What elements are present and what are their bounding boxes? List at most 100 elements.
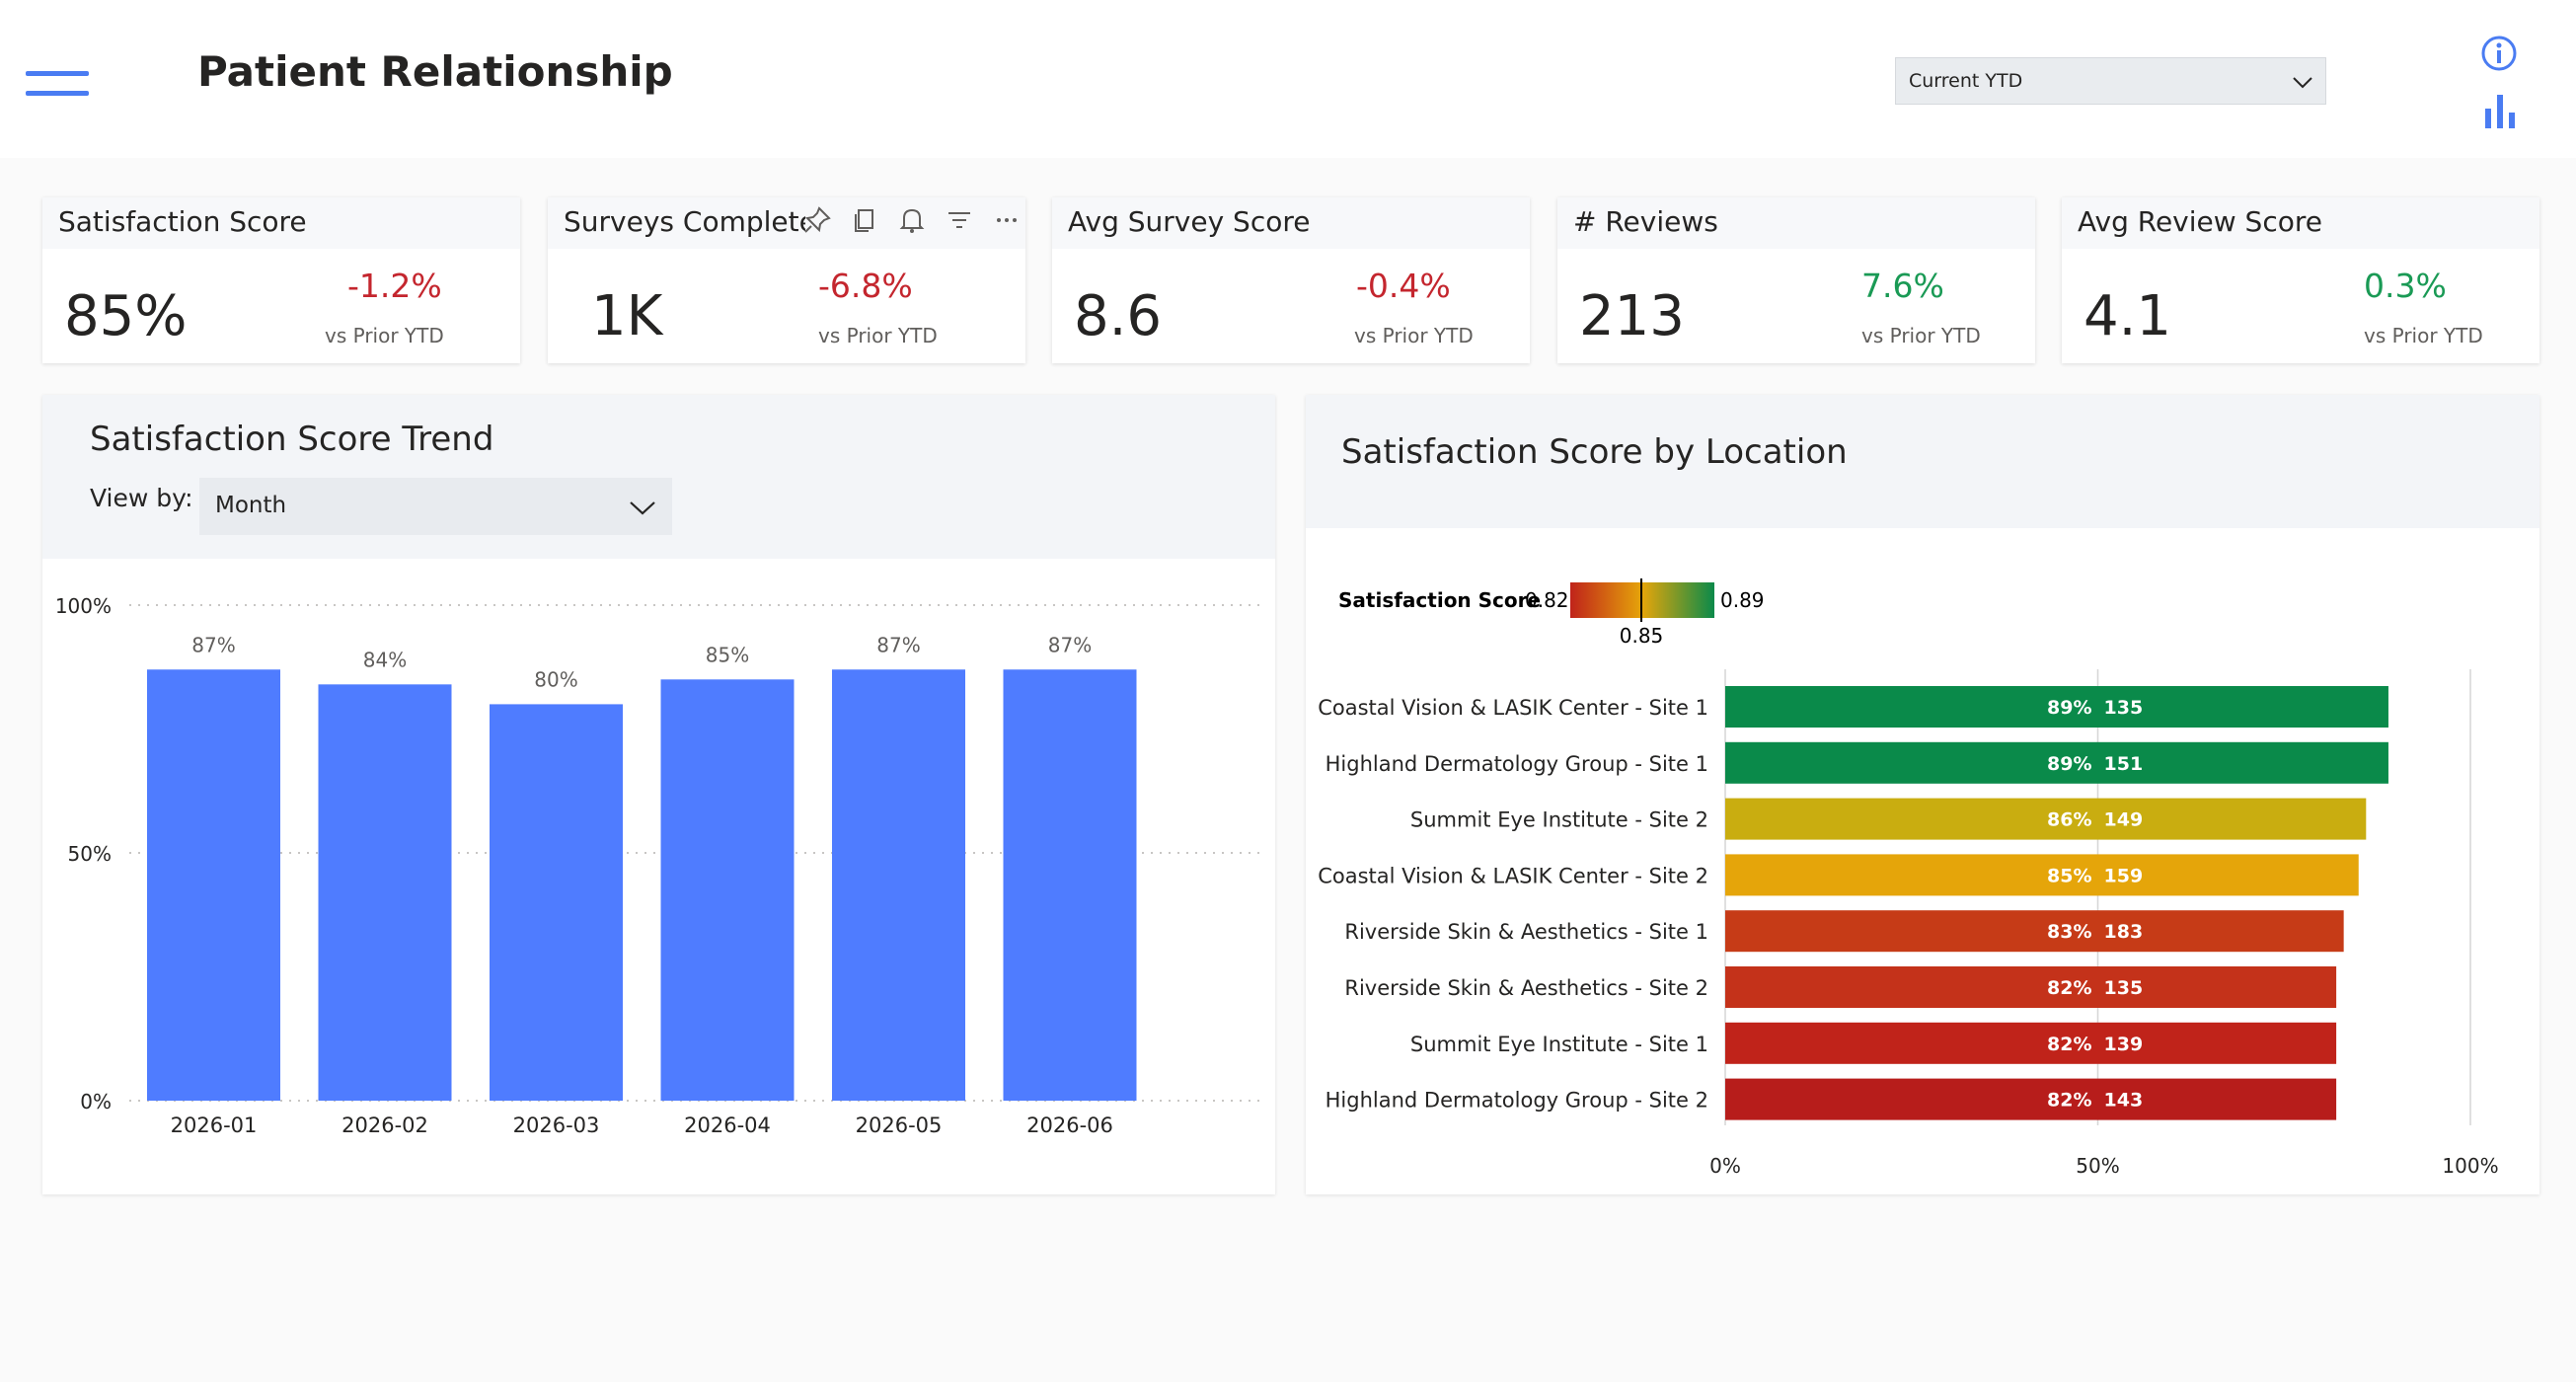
view-by-select[interactable]: Month <box>199 478 672 535</box>
kpi-comparison-note: vs Prior YTD <box>325 324 444 347</box>
location-bar-count-label: 151 <box>2104 753 2144 775</box>
kpi-comparison-note: vs Prior YTD <box>818 324 938 347</box>
trend-bar-data-label: 80% <box>534 667 577 691</box>
visual-header-toolbar <box>790 198 1026 238</box>
kpi-delta: 0.3% <box>2364 267 2447 305</box>
location-bar-count-label: 149 <box>2104 809 2144 831</box>
x-tick-label: 2026-03 <box>513 1113 600 1137</box>
trend-bar[interactable] <box>490 704 623 1101</box>
x-tick-label: 2026-04 <box>684 1113 771 1137</box>
x-tick-label: 0% <box>1709 1154 1741 1178</box>
location-bar-score-label: 89% <box>2047 697 2091 719</box>
x-tick-label: 100% <box>2442 1154 2498 1178</box>
y-tick-label: 50% <box>68 842 112 866</box>
trend-bar-data-label: 87% <box>191 633 235 656</box>
location-panel-title: Satisfaction Score by Location <box>1341 432 1848 472</box>
location-category-label: Riverside Skin & Aesthetics - Site 2 <box>1344 976 1708 1000</box>
kpi-title: # Reviews <box>1573 205 1718 238</box>
location-bar-count-label: 135 <box>2104 697 2144 719</box>
x-tick-label: 2026-02 <box>341 1113 428 1137</box>
kpi-card-header <box>1052 197 1530 249</box>
trend-bar-data-label: 84% <box>363 648 407 671</box>
location-bar[interactable] <box>1725 966 2337 1008</box>
location-category-label: Highland Dermatology Group - Site 2 <box>1326 1089 1708 1113</box>
location-bar-score-label: 83% <box>2047 921 2091 943</box>
trend-bar-data-label: 87% <box>1048 633 1092 656</box>
kpi-card-avg-review-score[interactable]: Avg Review Score 4.1 0.3% vs Prior YTD <box>2062 197 2539 363</box>
view-by-label: View by: <box>90 484 193 512</box>
location-bar-score-label: 85% <box>2047 865 2091 886</box>
kpi-value: 213 <box>1579 284 1685 348</box>
trend-bar-data-label: 85% <box>706 643 749 666</box>
y-tick-label: 0% <box>80 1090 112 1113</box>
kpi-delta: -6.8% <box>818 267 913 305</box>
page-title: Patient Relationship <box>197 47 673 96</box>
location-category-label: Coastal Vision & LASIK Center - Site 1 <box>1318 696 1708 720</box>
bar-chart-icon[interactable] <box>2482 91 2518 130</box>
location-bar-count-label: 159 <box>2104 865 2144 886</box>
location-bar[interactable] <box>1725 741 2388 784</box>
copy-icon[interactable] <box>847 202 882 238</box>
info-icon[interactable] <box>2479 34 2519 73</box>
trend-bar[interactable] <box>1003 669 1137 1101</box>
location-category-label: Highland Dermatology Group - Site 1 <box>1326 752 1708 776</box>
trend-bar-chart: 0% 50% 100% 87% 2026-01 84% 2026-02 80% 2026-03 8… <box>55 594 1264 1137</box>
kpi-comparison-note: vs Prior YTD <box>2364 324 2483 347</box>
location-bar-score-label: 89% <box>2047 753 2091 775</box>
location-bar-score-label: 82% <box>2047 977 2091 999</box>
kpi-card-header <box>1557 197 2035 249</box>
location-bar[interactable] <box>1725 1078 2337 1120</box>
location-category-label: Coastal Vision & LASIK Center - Site 2 <box>1318 864 1708 887</box>
trend-bar[interactable] <box>832 669 965 1101</box>
location-category-label: Summit Eye Institute - Site 1 <box>1410 1033 1708 1056</box>
trend-panel-title: Satisfaction Score Trend <box>90 420 494 459</box>
location-category-label: Summit Eye Institute - Site 2 <box>1410 808 1708 832</box>
location-bar[interactable] <box>1725 1022 2337 1064</box>
x-tick-label: 50% <box>2076 1154 2119 1178</box>
kpi-value: 1K <box>591 284 663 348</box>
location-bar-score-label: 86% <box>2047 809 2091 831</box>
kpi-card-surveys-complete[interactable]: Surveys Complete 1K -6.8% vs Prior YTD <box>548 197 1025 363</box>
kpi-card-header <box>548 197 1025 249</box>
location-bar[interactable] <box>1725 910 2344 953</box>
legend-min-label: 0.82 <box>1525 588 1569 612</box>
legend-max-label: 0.89 <box>1720 588 1765 612</box>
kpi-card-header <box>42 197 520 249</box>
location-bar[interactable] <box>1725 798 2367 840</box>
location-panel-header <box>1306 395 2539 528</box>
location-bar-count-label: 135 <box>2104 977 2144 999</box>
y-tick-label: 100% <box>55 594 112 618</box>
kpi-title: Avg Review Score <box>2078 205 2322 238</box>
kpi-delta: 7.6% <box>1861 267 1944 305</box>
kpi-card-reviews[interactable]: # Reviews 213 7.6% vs Prior YTD <box>1557 197 2035 363</box>
trend-bar[interactable] <box>660 679 795 1101</box>
kpi-card-header <box>2062 197 2539 249</box>
kpi-delta: -1.2% <box>347 267 442 305</box>
legend-title: Satisfaction Score <box>1338 588 1541 612</box>
location-bar[interactable] <box>1725 686 2388 728</box>
location-bar-count-label: 183 <box>2104 921 2144 943</box>
trend-bar[interactable] <box>318 684 452 1101</box>
period-select[interactable]: Current YTD <box>1895 57 2326 105</box>
trend-bar[interactable] <box>147 669 280 1101</box>
kpi-value: 4.1 <box>2084 284 2172 348</box>
kpi-card-avg-survey-score[interactable]: Avg Survey Score 8.6 -0.4% vs Prior YTD <box>1052 197 1530 363</box>
kpi-comparison-note: vs Prior YTD <box>1861 324 1981 347</box>
kpi-value: 85% <box>64 284 188 348</box>
x-tick-label: 2026-06 <box>1026 1113 1113 1137</box>
bell-icon[interactable] <box>894 202 930 238</box>
location-bar-count-label: 139 <box>2104 1034 2144 1055</box>
chevron-down-icon <box>630 501 655 515</box>
view-by-value: Month <box>215 493 287 518</box>
location-bar[interactable] <box>1725 854 2359 896</box>
pin-icon[interactable] <box>799 202 835 238</box>
hamburger-menu-icon[interactable] <box>26 67 89 101</box>
kpi-delta: -0.4% <box>1356 267 1451 305</box>
kpi-card-satisfaction-score[interactable]: Satisfaction Score 85% -1.2% vs Prior YT… <box>42 197 520 363</box>
chevron-down-icon <box>2293 77 2312 89</box>
x-tick-label: 2026-01 <box>171 1113 258 1137</box>
more-options-icon[interactable] <box>989 202 1024 238</box>
period-select-value: Current YTD <box>1909 70 2023 92</box>
filter-icon[interactable] <box>942 202 977 238</box>
